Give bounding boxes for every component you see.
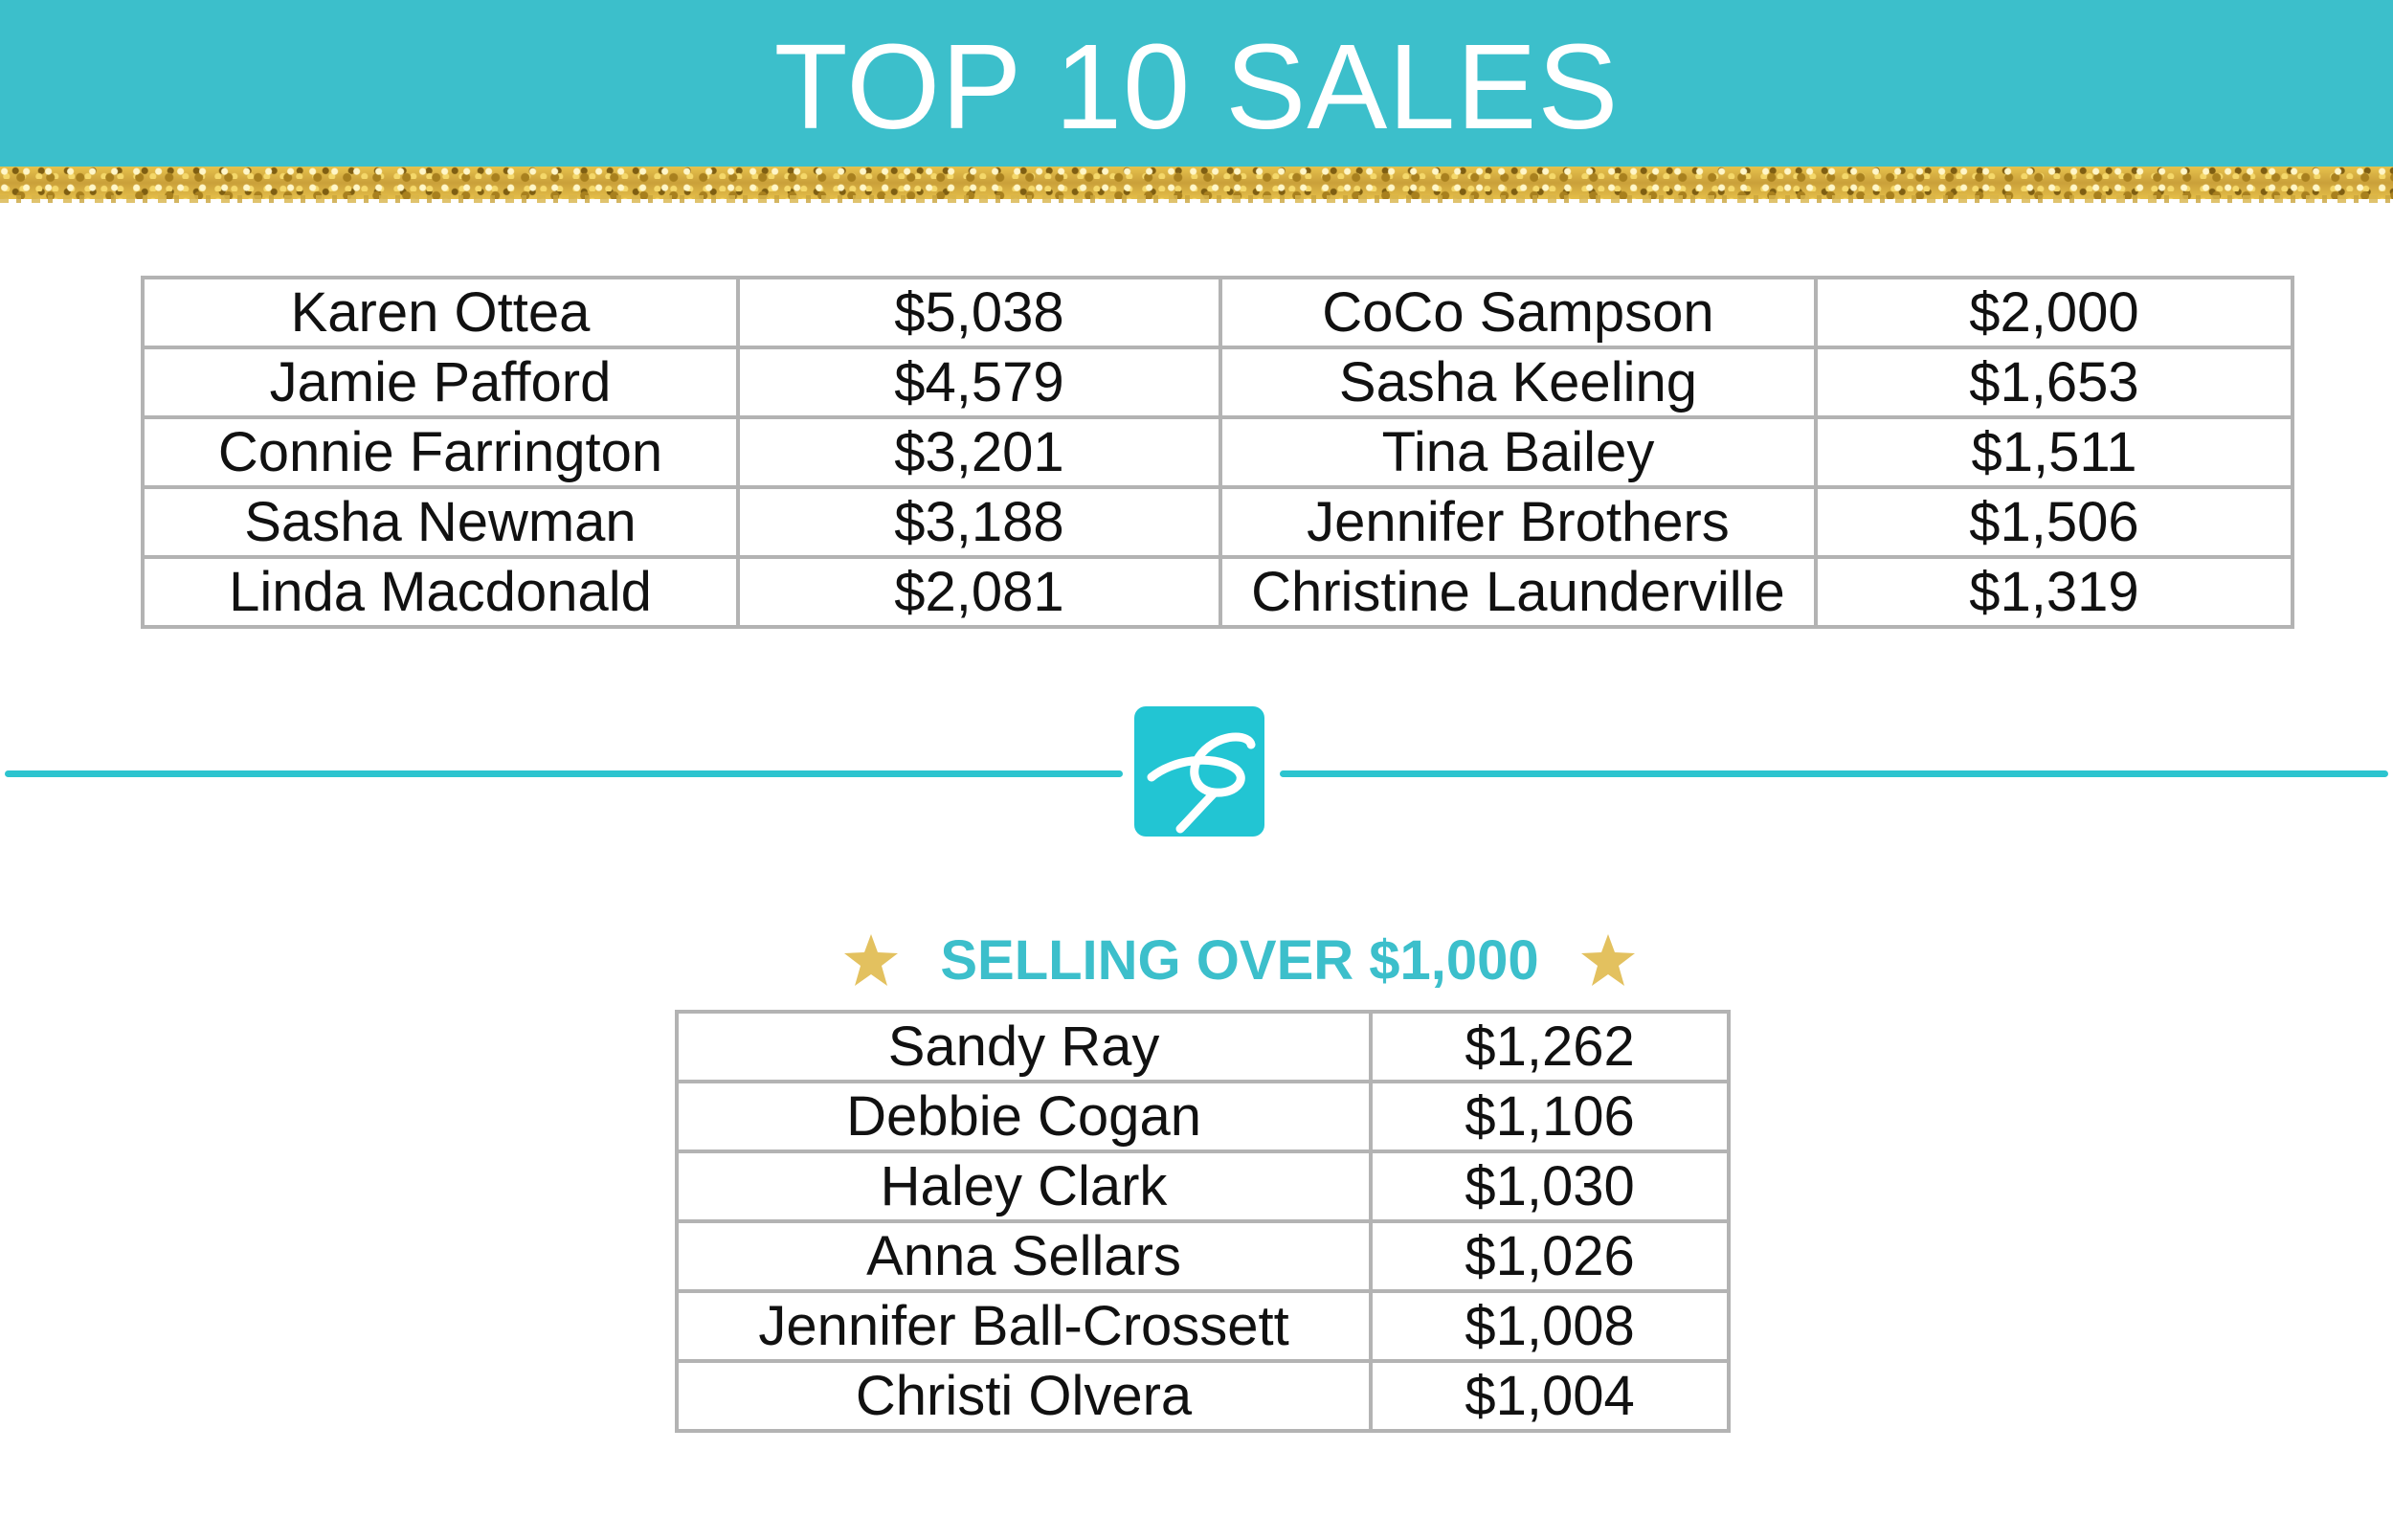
table-row: Haley Clark $1,030: [674, 1149, 1731, 1223]
seller-name: Sandy Ray: [674, 1010, 1374, 1083]
sales-amount: $2,081: [735, 555, 1222, 629]
table-row: Anna Sellars $1,026: [674, 1219, 1731, 1293]
seller-name: Christi Olvera: [674, 1359, 1374, 1433]
page-title: TOP 10 SALES: [773, 19, 1620, 154]
seller-name: Jennifer Ball-Crossett: [674, 1289, 1374, 1363]
star-icon: [1579, 932, 1637, 988]
sales-amount: $1,008: [1369, 1289, 1731, 1363]
sales-amount: $1,004: [1369, 1359, 1731, 1433]
seller-name: Christine Launderville: [1218, 555, 1818, 629]
sales-amount: $2,000: [1813, 276, 2295, 349]
table-row: Debbie Cogan $1,106: [674, 1080, 1731, 1153]
table-row: Sandy Ray $1,262: [674, 1010, 1731, 1083]
sales-amount: $3,188: [735, 485, 1222, 559]
sales-amount: $1,506: [1813, 485, 2295, 559]
seller-name: Linda Macdonald: [141, 555, 740, 629]
seller-name: Jamie Pafford: [141, 346, 740, 419]
table-row: Christi Olvera $1,004: [674, 1359, 1731, 1433]
table-row: Connie Farrington $3,201 Tina Bailey $1,…: [141, 415, 2295, 489]
sales-amount: $1,511: [1813, 415, 2295, 489]
table-row: Sasha Newman $3,188 Jennifer Brothers $1…: [141, 485, 2295, 559]
sales-amount: $3,201: [735, 415, 1222, 489]
seller-name: Connie Farrington: [141, 415, 740, 489]
sales-amount: $1,262: [1369, 1010, 1731, 1083]
table-row: Jamie Pafford $4,579 Sasha Keeling $1,65…: [141, 346, 2295, 419]
sales-amount: $1,026: [1369, 1219, 1731, 1293]
top-10-sales-table: Karen Ottea $5,038 CoCo Sampson $2,000 J…: [141, 276, 2295, 629]
seller-name: Jennifer Brothers: [1218, 485, 1818, 559]
divider-line-left: [5, 770, 1123, 777]
seller-name: Debbie Cogan: [674, 1080, 1374, 1153]
selling-over-table: Sandy Ray $1,262 Debbie Cogan $1,106 Hal…: [674, 1010, 1731, 1433]
table-row: Jennifer Ball-Crossett $1,008: [674, 1289, 1731, 1363]
divider-line-right: [1280, 770, 2388, 777]
selling-over-heading: SELLING OVER $1,000: [794, 926, 1685, 993]
seller-name: Karen Ottea: [141, 276, 740, 349]
star-icon: [842, 932, 900, 988]
table-row: Karen Ottea $5,038 CoCo Sampson $2,000: [141, 276, 2295, 349]
sales-amount: $4,579: [735, 346, 1222, 419]
seller-name: Haley Clark: [674, 1149, 1374, 1223]
sales-amount: $1,030: [1369, 1149, 1731, 1223]
seller-name: CoCo Sampson: [1218, 276, 1818, 349]
gold-glitter-strip: [0, 167, 2393, 199]
seller-name: Sasha Keeling: [1218, 346, 1818, 419]
sales-amount: $1,653: [1813, 346, 2295, 419]
seller-name: Anna Sellars: [674, 1219, 1374, 1293]
sales-amount: $5,038: [735, 276, 1222, 349]
seller-name: Tina Bailey: [1218, 415, 1818, 489]
gold-glitter-edge: [0, 195, 2393, 203]
title-banner: TOP 10 SALES: [0, 0, 2393, 167]
seller-name: Sasha Newman: [141, 485, 740, 559]
sales-amount: $1,319: [1813, 555, 2295, 629]
section-heading: SELLING OVER $1,000: [940, 928, 1539, 992]
sales-amount: $1,106: [1369, 1080, 1731, 1153]
script-s-logo-icon: [1134, 706, 1264, 837]
table-row: Linda Macdonald $2,081 Christine Launder…: [141, 555, 2295, 629]
